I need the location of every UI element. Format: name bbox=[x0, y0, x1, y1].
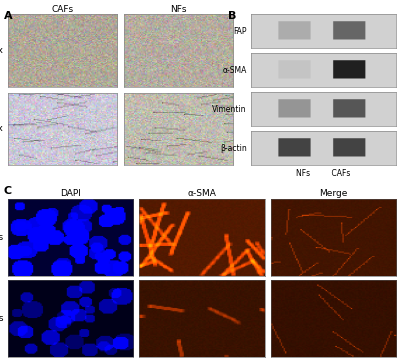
X-axis label: NFs         CAFs: NFs CAFs bbox=[296, 169, 351, 178]
Y-axis label: Vimentin: Vimentin bbox=[212, 105, 247, 114]
Title: DAPI: DAPI bbox=[60, 190, 81, 198]
Y-axis label: 10x: 10x bbox=[0, 125, 4, 134]
Text: B: B bbox=[228, 11, 236, 21]
Text: A: A bbox=[4, 11, 13, 21]
Y-axis label: β-actin: β-actin bbox=[220, 144, 247, 153]
Y-axis label: NFs: NFs bbox=[0, 314, 4, 323]
Title: Merge: Merge bbox=[319, 190, 348, 198]
Y-axis label: 4x: 4x bbox=[0, 46, 4, 55]
Y-axis label: α-SMA: α-SMA bbox=[222, 66, 247, 75]
Y-axis label: CAFs: CAFs bbox=[0, 233, 4, 242]
Title: NFs: NFs bbox=[170, 5, 186, 14]
Y-axis label: FAP: FAP bbox=[234, 27, 247, 36]
Title: α-SMA: α-SMA bbox=[188, 190, 216, 198]
Title: CAFs: CAFs bbox=[52, 5, 74, 14]
Text: C: C bbox=[4, 186, 12, 196]
